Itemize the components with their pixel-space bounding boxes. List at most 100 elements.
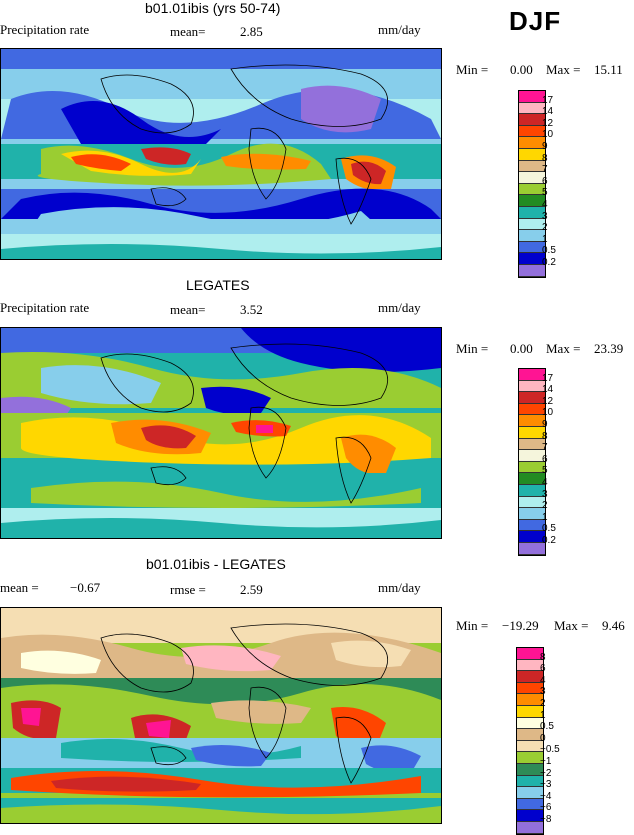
- colorbar-tick-label: 9: [542, 141, 548, 152]
- colorbar-swatch: [519, 484, 545, 497]
- colorbar-swatch: [519, 450, 545, 462]
- colorbar-tick-label: 10: [542, 129, 554, 141]
- colorbar-swatch: [519, 218, 545, 231]
- panel3-units: mm/day: [378, 580, 421, 595]
- colorbar-tick-label: 3: [542, 210, 548, 222]
- colorbar-tick-label: 0.2: [542, 257, 556, 268]
- colorbar-tick-label: 17: [542, 94, 554, 106]
- colorbar-tick-label: 14: [542, 384, 554, 396]
- colorbar-swatch: [519, 160, 545, 173]
- colorbar-tick-label: 12: [542, 395, 554, 407]
- colorbar-swatch: [519, 264, 545, 277]
- panel3-min-label: Min =: [456, 618, 489, 633]
- panel3-colorbar: [516, 647, 544, 835]
- panel1-precip-map: [0, 48, 442, 260]
- panel1-mean-label: mean=: [170, 24, 206, 39]
- colorbar-swatch: [517, 798, 543, 811]
- colorbar-tick-label: 0.5: [542, 523, 556, 535]
- colorbar-tick-label: 5: [542, 187, 548, 199]
- colorbar-tick-label: 6: [542, 175, 548, 187]
- panel1-min-label: Min =: [456, 62, 489, 77]
- colorbar-tick-label: 17: [542, 372, 554, 384]
- colorbar-tick-label: 0.5: [540, 721, 554, 733]
- colorbar-swatch: [519, 91, 545, 103]
- colorbar-tick-label: 9: [542, 419, 548, 430]
- panel2-mean-label: mean=: [170, 302, 206, 317]
- colorbar-swatch: [519, 531, 545, 543]
- colorbar-swatch: [517, 694, 543, 706]
- colorbar-swatch: [519, 195, 545, 207]
- panel1-colorbar: [518, 90, 546, 278]
- colorbar-tick-label: 0: [540, 732, 546, 744]
- colorbar-tick-label: 1: [542, 511, 548, 523]
- panel2-title: LEGATES: [186, 277, 250, 293]
- colorbar-swatch: [519, 392, 545, 404]
- colorbar-swatch: [519, 403, 545, 416]
- colorbar-tick-label: 0.5: [542, 245, 556, 257]
- colorbar-swatch: [519, 253, 545, 265]
- colorbar-tick-label: 4: [540, 674, 546, 686]
- panel2-colorbar: [518, 368, 546, 556]
- panel2-units: mm/day: [378, 300, 421, 315]
- colorbar-tick-label: −0.5: [540, 744, 560, 756]
- colorbar-swatch: [517, 787, 543, 799]
- colorbar-swatch: [517, 763, 543, 776]
- colorbar-tick-label: 14: [542, 106, 554, 118]
- panel2-variable-label: Precipitation rate: [0, 300, 90, 315]
- colorbar-tick-label: 0.2: [542, 535, 556, 546]
- colorbar-tick-label: −8: [540, 814, 552, 825]
- panel2-max-label: Max =: [546, 341, 581, 356]
- colorbar-tick-label: 10: [542, 407, 554, 419]
- colorbar-swatch: [519, 508, 545, 520]
- colorbar-tick-label: 7: [542, 164, 548, 176]
- panel1-min-value: 0.00: [510, 62, 533, 77]
- colorbar-swatch: [517, 717, 543, 730]
- colorbar-tick-label: 2: [540, 698, 546, 709]
- colorbar-swatch: [519, 102, 545, 115]
- colorbar-swatch: [517, 810, 543, 822]
- panel2-precip-map: [0, 327, 442, 539]
- panel3-difference-map: [0, 607, 442, 824]
- colorbar-swatch: [517, 671, 543, 683]
- colorbar-tick-label: 8: [542, 152, 548, 164]
- colorbar-swatch: [519, 438, 545, 451]
- colorbar-tick-label: 2: [542, 500, 548, 512]
- panel1-variable-label: Precipitation rate: [0, 22, 90, 37]
- panel3-rmse-label: rmse =: [170, 582, 206, 597]
- season-label: DJF: [509, 6, 562, 36]
- colorbar-tick-label: 7: [542, 442, 548, 454]
- panel1-max-value: 15.11: [594, 62, 623, 77]
- colorbar-swatch: [519, 125, 545, 138]
- colorbar-swatch: [519, 461, 545, 474]
- colorbar-swatch: [517, 775, 543, 788]
- colorbar-swatch: [519, 230, 545, 242]
- colorbar-swatch: [519, 415, 545, 427]
- colorbar-swatch: [519, 473, 545, 485]
- colorbar-swatch: [517, 705, 543, 718]
- panel2-min-value: 0.00: [510, 341, 533, 356]
- panel3-min-value: −19.29: [502, 618, 539, 633]
- colorbar-swatch: [519, 519, 545, 532]
- colorbar-swatch: [519, 369, 545, 381]
- colorbar-tick-label: 1: [542, 233, 548, 245]
- colorbar-tick-label: −1: [540, 756, 552, 767]
- colorbar-tick-label: 1: [540, 709, 546, 721]
- panel1-max-label: Max =: [546, 62, 581, 77]
- panel1-title: b01.01ibis (yrs 50-74): [145, 0, 281, 16]
- panel1-mean-value: 2.85: [240, 24, 263, 39]
- colorbar-swatch: [519, 496, 545, 509]
- colorbar-tick-label: 6: [540, 663, 546, 675]
- colorbar-swatch: [517, 740, 543, 753]
- panel2-mean-value: 3.52: [240, 302, 263, 317]
- panel2-min-label: Min =: [456, 341, 489, 356]
- colorbar-tick-label: 2: [542, 222, 548, 234]
- colorbar-tick-label: 3: [542, 488, 548, 500]
- colorbar-swatch: [519, 380, 545, 393]
- colorbar-tick-label: −4: [540, 790, 552, 802]
- colorbar-swatch: [519, 183, 545, 196]
- panel3-rmse-value: 2.59: [240, 582, 263, 597]
- colorbar-swatch: [519, 148, 545, 161]
- colorbar-swatch: [519, 206, 545, 219]
- colorbar-swatch: [517, 729, 543, 741]
- colorbar-swatch: [517, 648, 543, 660]
